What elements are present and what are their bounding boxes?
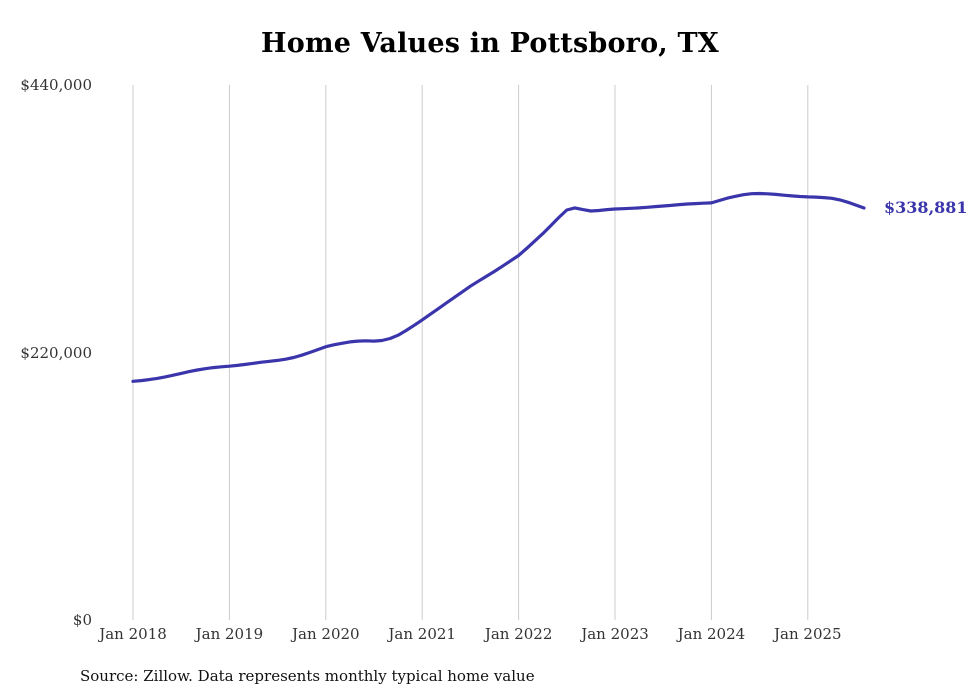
x-axis-tick-label: Jan 2025 — [774, 625, 842, 643]
x-axis-tick-label: Jan 2022 — [484, 625, 553, 643]
x-axis-tick-label: Jan 2024 — [677, 625, 746, 643]
y-axis-tick-label: $440,000 — [20, 76, 92, 94]
latest-value-annotation: $338,881 — [884, 197, 968, 217]
y-axis-tick-label: $220,000 — [20, 343, 92, 362]
chart-title: Home Values in Pottsboro, TX — [261, 28, 719, 59]
x-axis-tick-label: Jan 2018 — [99, 625, 167, 643]
x-axis-tick-label: Jan 2021 — [388, 625, 456, 643]
home-value-series-line — [131, 191, 866, 383]
year-gridlines — [132, 85, 809, 620]
x-axis-tick-label: Jan 2019 — [195, 625, 264, 643]
y-axis-tick-label: $0 — [72, 611, 92, 629]
source-note: Source: Zillow. Data represents monthly … — [80, 667, 535, 685]
x-axis-tick-label: Jan 2020 — [292, 625, 360, 643]
x-axis-tick-label: Jan 2023 — [581, 625, 649, 643]
